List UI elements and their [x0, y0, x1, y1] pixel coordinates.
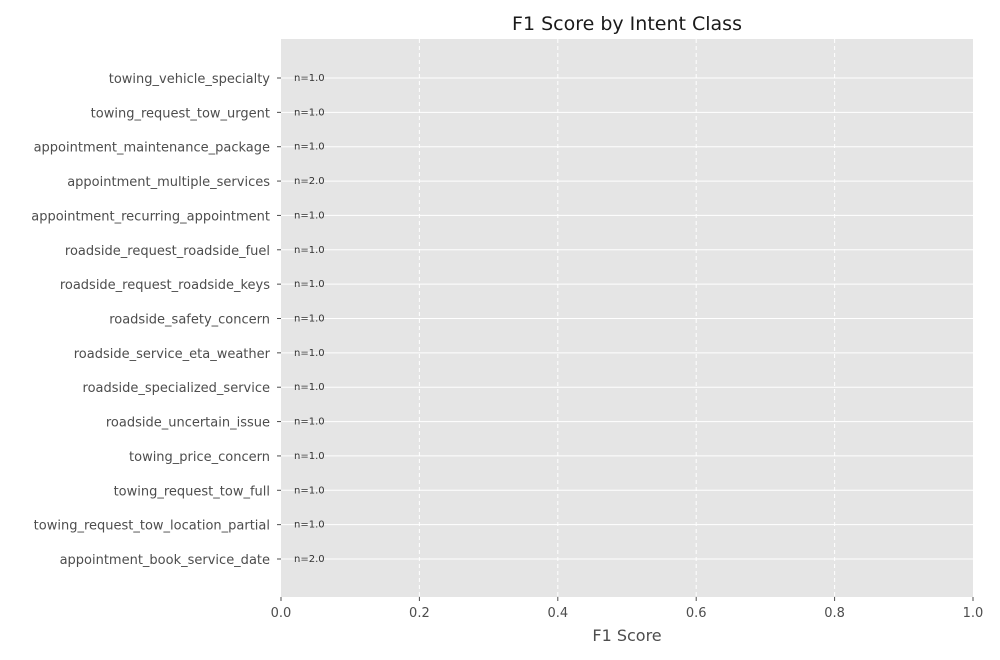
- bar-annotation: n=1.0: [294, 107, 325, 118]
- chart-title: F1 Score by Intent Class: [512, 13, 742, 35]
- x-tick-label: 0.8: [824, 606, 845, 621]
- bar-annotation: n=1.0: [294, 210, 325, 221]
- y-tick-label: roadside_service_eta_weather: [74, 347, 271, 362]
- y-tick-label: appointment_maintenance_package: [34, 141, 270, 156]
- bar-annotation: n=1.0: [294, 451, 325, 462]
- y-tick-label: towing_vehicle_specialty: [109, 72, 271, 87]
- x-tick-label: 0.4: [547, 606, 568, 621]
- x-tick-label: 1.0: [963, 606, 984, 621]
- y-tick-layer: towing_vehicle_specialty towing_request_t…: [31, 72, 281, 568]
- bar-annotation: n=1.0: [294, 382, 325, 393]
- y-tick-label: towing_price_concern: [129, 450, 270, 465]
- y-tick-label: roadside_uncertain_issue: [106, 416, 270, 431]
- bar-annotation: n=2.0: [294, 176, 325, 187]
- bar-annotation: n=1.0: [294, 485, 325, 496]
- bar-annotation: n=1.0: [294, 73, 325, 84]
- bar-annotation: n=2.0: [294, 554, 325, 565]
- y-tick-label: towing_request_tow_full: [114, 484, 270, 499]
- y-tick-label: roadside_request_roadside_fuel: [65, 244, 270, 259]
- x-tick-layer: 0.0 0.2 0.4 0.6 0.8 1.0: [271, 597, 984, 621]
- annotation-layer: n=1.0 n=1.0 n=1.0 n=2.0 n=1.0 n=1.0 n=1.0 n=1.0…: [294, 73, 325, 565]
- y-tick-label: towing_request_tow_location_partial: [34, 519, 270, 534]
- bar-annotation: n=1.0: [294, 142, 325, 153]
- y-tick-label: roadside_request_roadside_keys: [60, 278, 270, 293]
- y-tick-label: towing_request_tow_urgent: [91, 106, 270, 121]
- x-axis-label: F1 Score: [592, 626, 661, 645]
- y-tick-label: appointment_recurring_appointment: [31, 209, 270, 224]
- y-tick-label: roadside_specialized_service: [83, 381, 270, 396]
- x-tick-label: 0.6: [686, 606, 707, 621]
- bar-annotation: n=1.0: [294, 348, 325, 359]
- bar-annotation: n=1.0: [294, 245, 325, 256]
- y-tick-label: appointment_book_service_date: [60, 553, 270, 568]
- grid-layer: [281, 39, 973, 597]
- x-tick-label: 0.0: [271, 606, 292, 621]
- bar-annotation: n=1.0: [294, 279, 325, 290]
- y-tick-label: appointment_multiple_services: [67, 175, 270, 190]
- bar-annotation: n=1.0: [294, 520, 325, 531]
- x-tick-label: 0.2: [409, 606, 430, 621]
- bar-annotation: n=1.0: [294, 417, 325, 428]
- y-tick-label: roadside_safety_concern: [109, 313, 270, 328]
- bar-annotation: n=1.0: [294, 314, 325, 325]
